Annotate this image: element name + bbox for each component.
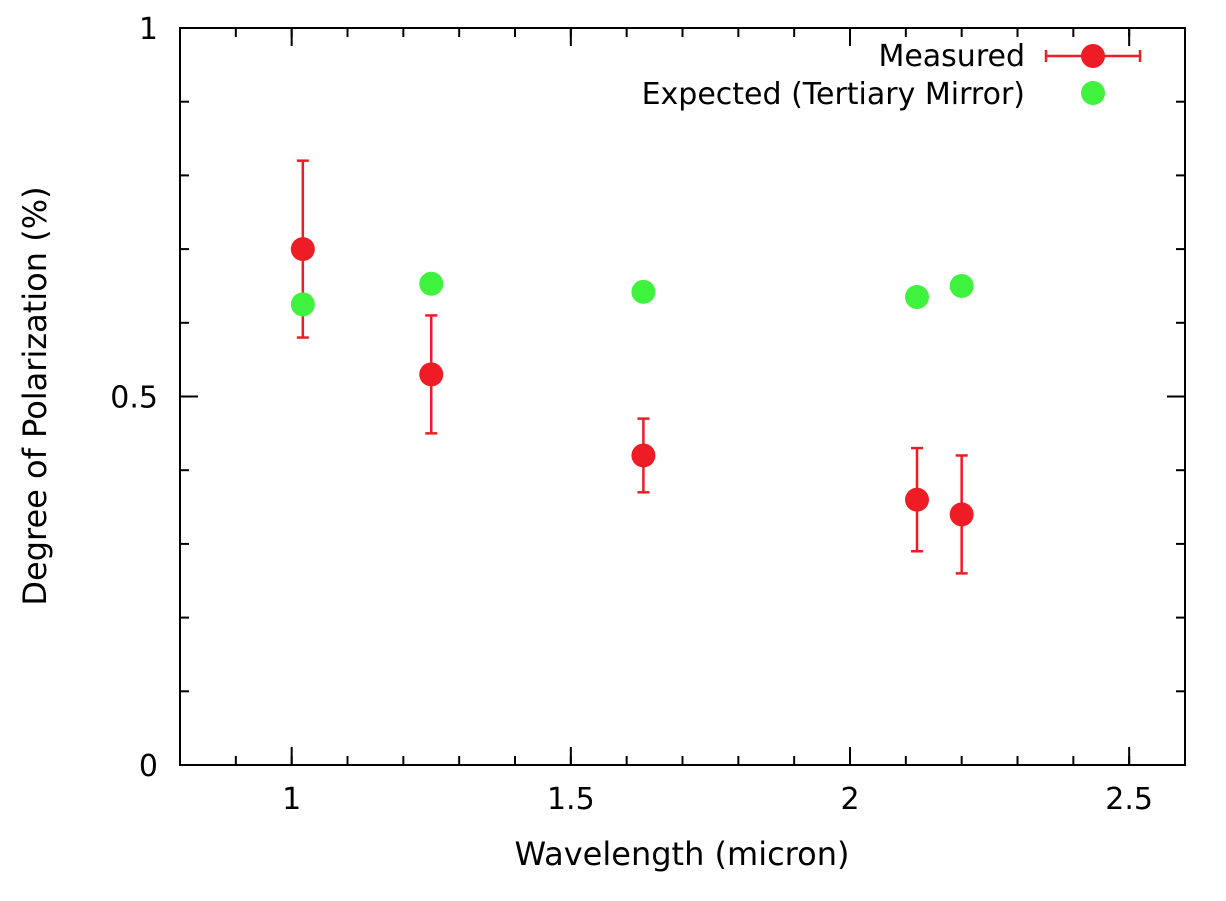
x-axis-label: Wavelength (micron) <box>515 835 850 873</box>
plot-frame <box>179 27 1186 766</box>
y-tick-label: 0.5 <box>110 381 158 416</box>
expected-point <box>631 279 656 304</box>
measured-point <box>631 443 656 468</box>
y-axis-label: Degree of Polarization (%) <box>16 186 54 605</box>
measured-point <box>905 487 929 512</box>
measured-point <box>290 237 315 262</box>
x-tick-label: 1 <box>282 782 301 817</box>
legend-label-expected: Expected (Tertiary Mirror) <box>642 77 1025 112</box>
legend-label-measured: Measured <box>878 39 1025 74</box>
x-tick-label: 2 <box>840 782 859 817</box>
x-tick-label: 1.5 <box>547 782 595 817</box>
legend-marker-expected <box>1081 81 1105 105</box>
measured-point <box>949 502 974 527</box>
legend: Measured Expected (Tertiary Mirror) <box>642 39 1142 112</box>
legend-marker-measured <box>1081 44 1105 68</box>
expected-point <box>290 292 315 317</box>
measured-point <box>419 362 444 387</box>
axis-tick-labels: 1 1.5 2 2.5 0 0.5 1 <box>110 12 1153 817</box>
y-tick-label: 1 <box>139 12 158 47</box>
x-tick-label: 2.5 <box>1105 782 1153 817</box>
y-tick-label: 0 <box>139 749 158 784</box>
expected-point <box>949 273 974 298</box>
expected-point <box>419 271 444 296</box>
axis-ticks <box>180 27 1185 766</box>
data-series <box>290 159 974 575</box>
expected-point <box>905 285 929 310</box>
